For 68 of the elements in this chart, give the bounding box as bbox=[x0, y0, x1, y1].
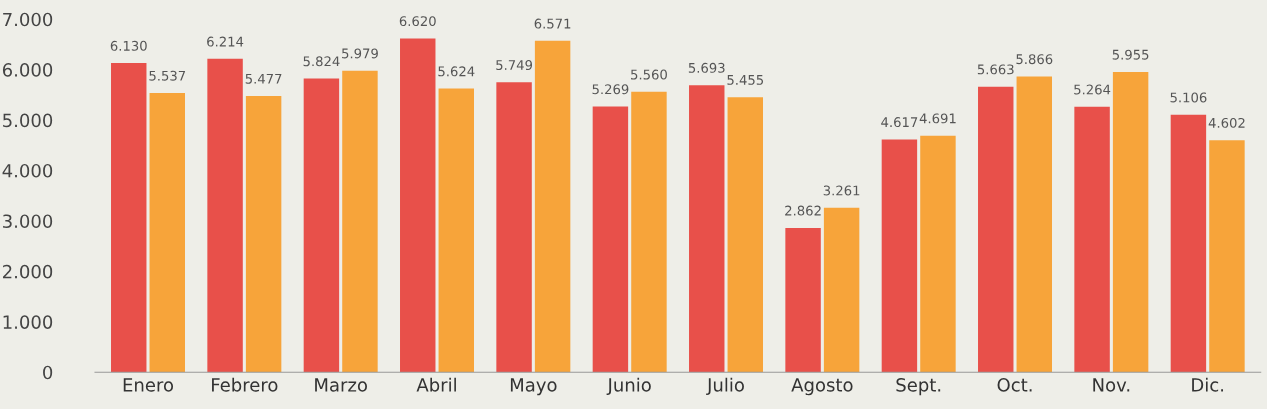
bar bbox=[207, 58, 243, 373]
bar bbox=[1074, 106, 1110, 373]
data-label: 5.624 bbox=[438, 66, 475, 77]
bar bbox=[689, 85, 725, 373]
x-tick-label: Nov. bbox=[1093, 378, 1130, 392]
bar bbox=[303, 78, 340, 373]
y-tick-label: 6.000 bbox=[2, 63, 53, 77]
data-label: 5.693 bbox=[688, 62, 725, 73]
x-tick-label: Agosto bbox=[791, 378, 853, 396]
bar bbox=[1170, 114, 1207, 373]
bar bbox=[920, 135, 956, 373]
data-label: 6.130 bbox=[110, 40, 147, 51]
data-label: 4.691 bbox=[919, 113, 956, 124]
data-label: 5.955 bbox=[1112, 49, 1149, 60]
y-tick-label: 3.000 bbox=[3, 214, 53, 229]
data-label: 5.979 bbox=[342, 48, 378, 59]
x-tick-label: Enero bbox=[123, 378, 174, 392]
data-label: 6.620 bbox=[399, 16, 436, 27]
bar bbox=[592, 106, 629, 373]
data-label: 5.106 bbox=[1170, 92, 1207, 103]
x-tick-label: Oct. bbox=[997, 378, 1032, 392]
data-label: 6.571 bbox=[534, 18, 571, 29]
data-label: 2.862 bbox=[785, 205, 821, 216]
data-label: 5.866 bbox=[1016, 54, 1053, 65]
bar bbox=[534, 40, 571, 373]
x-tick-label: Febrero bbox=[212, 377, 278, 392]
x-tick-label: Junio bbox=[606, 377, 651, 396]
bar bbox=[785, 227, 821, 373]
y-tick-label: 0 bbox=[43, 365, 53, 380]
x-tick-label: Abril bbox=[416, 377, 456, 392]
x-tick-label: Dic. bbox=[1192, 377, 1224, 392]
y-tick-label: 5.000 bbox=[3, 113, 53, 128]
y-tick-label: 7.000 bbox=[3, 12, 53, 27]
bar bbox=[400, 38, 436, 373]
bar bbox=[342, 70, 378, 373]
bar bbox=[111, 63, 147, 373]
bar bbox=[1209, 140, 1245, 373]
y-tick-label: 4.000 bbox=[2, 163, 53, 178]
x-tick-label: Sept. bbox=[896, 378, 941, 396]
bar bbox=[1112, 71, 1149, 373]
data-label: 5.560 bbox=[631, 69, 667, 80]
data-label: 3.261 bbox=[823, 185, 860, 196]
bar bbox=[149, 92, 185, 373]
data-label: 5.663 bbox=[977, 64, 1014, 75]
bar bbox=[245, 96, 282, 373]
bar bbox=[727, 97, 763, 373]
data-label: 5.537 bbox=[149, 70, 186, 81]
bar bbox=[823, 207, 860, 373]
data-label: 5.455 bbox=[727, 75, 764, 85]
bar bbox=[881, 139, 918, 373]
x-tick-label: Julio bbox=[706, 377, 744, 396]
data-label: 5.477 bbox=[245, 73, 282, 84]
x-tick-label: Marzo bbox=[315, 378, 367, 392]
data-label: 4.617 bbox=[881, 117, 918, 128]
bar bbox=[1016, 76, 1053, 373]
data-label: 5.264 bbox=[1074, 84, 1111, 95]
bar bbox=[438, 88, 474, 373]
y-tick-label: 1.000 bbox=[3, 315, 53, 329]
y-tick-label: 2.000 bbox=[2, 264, 53, 279]
data-label: 4.602 bbox=[1208, 117, 1245, 128]
data-label: 6.214 bbox=[207, 36, 244, 47]
data-label: 5.269 bbox=[592, 84, 629, 95]
bar bbox=[496, 82, 532, 373]
data-label: 5.749 bbox=[496, 60, 533, 71]
x-tick-label: Mayo bbox=[510, 378, 557, 396]
data-label: 5.824 bbox=[303, 56, 340, 67]
bar bbox=[631, 91, 667, 373]
bar bbox=[978, 86, 1014, 373]
